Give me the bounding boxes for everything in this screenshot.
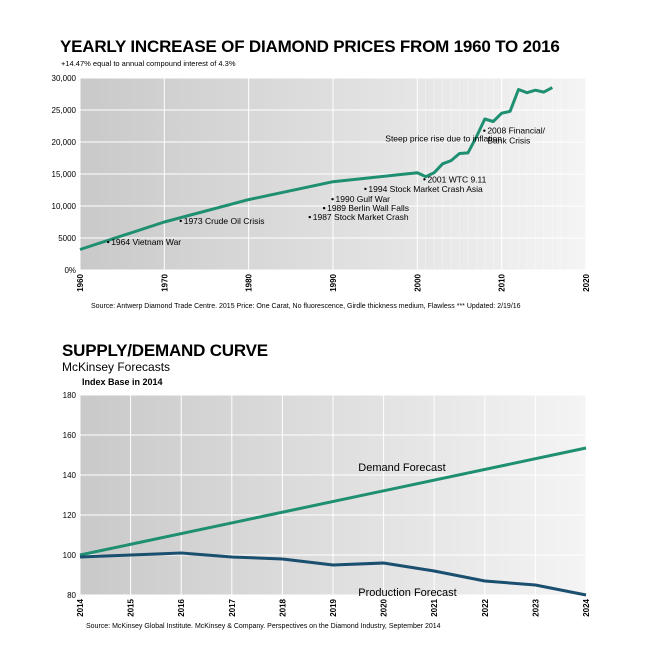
event-annotation: 1989 Berlin Wall Falls xyxy=(327,203,409,213)
annotation-bullet xyxy=(364,187,367,191)
chart1-y-tick-label: 30,000 xyxy=(52,74,77,83)
chart1-y-tick-label: 10,000 xyxy=(52,202,77,211)
event-annotation: Bank Crisis xyxy=(487,136,530,146)
chart1-y-tick-label: 15,000 xyxy=(52,170,77,179)
chart2-title: SUPPLY/DEMAND CURVE xyxy=(62,341,268,360)
chart2-x-tick-label: 2020 xyxy=(380,598,389,616)
annotation-bullet xyxy=(308,215,311,219)
chart2-x-tick-label: 2024 xyxy=(582,598,591,616)
chart1-source: Source: Antwerp Diamond Trade Centre. 20… xyxy=(91,303,521,310)
chart1-y-tick-label: 20,000 xyxy=(52,138,77,147)
chart2-x-tick-label: 2022 xyxy=(481,598,490,616)
chart1-x-tick-label: 2020 xyxy=(582,273,591,291)
chart1-x-tick-label: 1980 xyxy=(245,273,254,291)
event-annotation: 2001 WTC 9.11 xyxy=(427,174,486,184)
chart2-x-tick-label: 2017 xyxy=(228,598,237,616)
chart2-x-tick-label: 2016 xyxy=(177,598,186,616)
event-annotation: 2008 Financial/ xyxy=(487,126,545,136)
chart2-y-tick-label: 120 xyxy=(63,511,77,520)
chart1-x-tick-label: 2000 xyxy=(413,273,422,291)
event-annotation: 1990 Gulf War xyxy=(336,194,391,204)
event-annotation: 1994 Stock Market Crash Asia xyxy=(368,184,483,194)
chart1-y-tick-label: 5000 xyxy=(58,234,76,243)
chart1-subtitle: +14.47% equal to annual compound interes… xyxy=(61,59,236,68)
demand-forecast-label: Demand Forecast xyxy=(358,462,445,474)
price-chart: 0% 5000 10,000 15,000 20,000 25,000 30,000 1960… xyxy=(52,74,591,292)
chart2-subtitle: McKinsey Forecasts xyxy=(62,360,171,374)
chart2-x-tick-label: 2015 xyxy=(127,598,136,616)
chart2-y-tick-label: 140 xyxy=(63,471,77,480)
event-annotation: Steep price rise due to inflation xyxy=(385,133,502,143)
chart2-y-tick-label: 180 xyxy=(63,391,77,400)
annotation-bullet xyxy=(483,129,486,132)
chart1-x-tick-label: 1970 xyxy=(160,273,169,291)
chart2-x-tick-label: 2021 xyxy=(430,598,439,616)
annotation-bullet xyxy=(107,240,110,244)
chart1-x-tick-label: 1990 xyxy=(329,273,338,291)
production-forecast-line xyxy=(79,551,587,597)
chart2-x-tick-label: 2014 xyxy=(76,598,85,616)
event-annotation: 1987 Stock Market Crash xyxy=(313,212,409,222)
chart2-y-tick-label: 160 xyxy=(63,431,77,440)
annotation-bullet xyxy=(179,219,182,223)
annotation-bullet xyxy=(331,197,334,201)
chart2-x-tick-label: 2023 xyxy=(531,598,540,616)
annotation-bullet xyxy=(423,178,426,181)
demand-forecast-line xyxy=(79,446,587,557)
chart1-price-line xyxy=(79,86,554,251)
chart1-x-tick-label: 1960 xyxy=(76,273,85,291)
event-annotation: 1973 Crude Oil Crisis xyxy=(184,216,265,226)
production-forecast-label: Production Forecast xyxy=(358,587,456,599)
chart1-title: YEARLY INCREASE OF DIAMOND PRICES FROM 1… xyxy=(60,37,560,56)
chart1-x-tick-label: 2010 xyxy=(498,273,507,291)
chart2-y-tick-label: 80 xyxy=(67,591,76,600)
supply-demand-chart: 2014 2015 2016 2017 2018 2019 2020 2021 2022 2023… xyxy=(63,391,591,617)
chart2-x-tick-label: 2019 xyxy=(329,598,338,616)
chart2-source: Source: McKinsey Global Institute. McKin… xyxy=(86,623,441,630)
chart2-index-note: Index Base in 2014 xyxy=(82,377,163,387)
chart1-y-tick-label: 0% xyxy=(64,266,76,275)
annotation-bullet xyxy=(322,206,326,210)
chart2-y-tick-label: 100 xyxy=(63,551,77,560)
chart2-x-tick-label: 2018 xyxy=(278,598,287,616)
chart1-y-tick-label: 25,000 xyxy=(52,106,77,115)
event-annotation: 1964 Vietnam War xyxy=(111,237,181,247)
